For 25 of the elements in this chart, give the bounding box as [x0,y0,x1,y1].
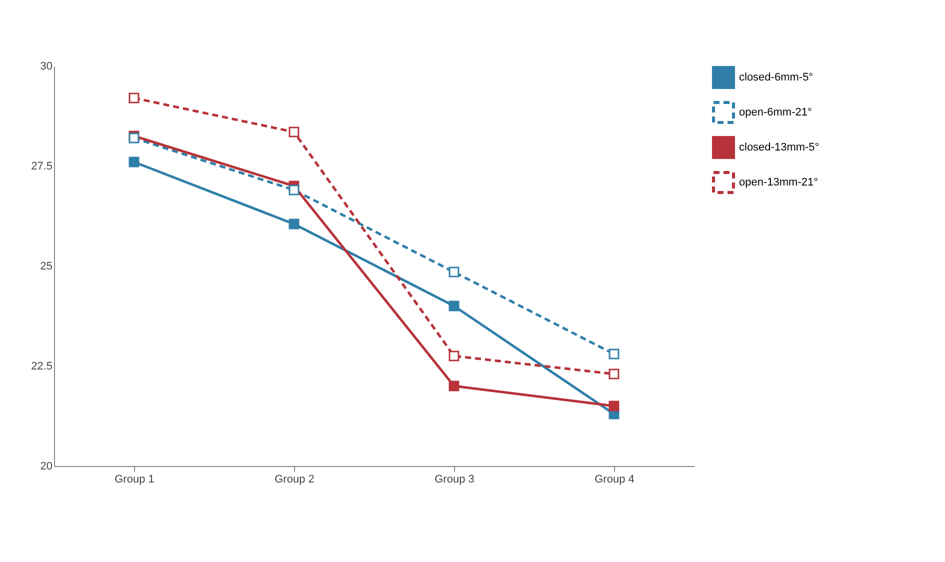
x-tick-label: Group 3 [434,474,474,486]
point [448,380,460,392]
y-tick-label: 27.5 [31,160,52,172]
x-tick-label: Group 4 [594,474,634,486]
x-tick-label: Group 1 [114,474,154,486]
y-tick-label: 22.5 [31,360,52,372]
point [448,350,460,362]
point [288,184,300,196]
legend-label: open-13mm-21° [739,176,818,188]
y-tick-label: 20 [40,460,52,472]
y-tick-label: 25 [40,260,52,272]
legend-label: closed-13mm-5° [739,142,820,154]
point [608,368,620,380]
point [448,266,460,278]
point [128,156,140,168]
point [288,126,300,138]
point [128,92,140,104]
y-tick-label: 30 [40,60,52,72]
point [608,348,620,360]
x-tick-label: Group 2 [274,474,314,486]
point [448,300,460,312]
point [288,218,300,230]
legend-label: open-6mm-21° [739,106,812,118]
point [608,400,620,412]
legend-label: closed-6mm-5° [739,72,814,84]
